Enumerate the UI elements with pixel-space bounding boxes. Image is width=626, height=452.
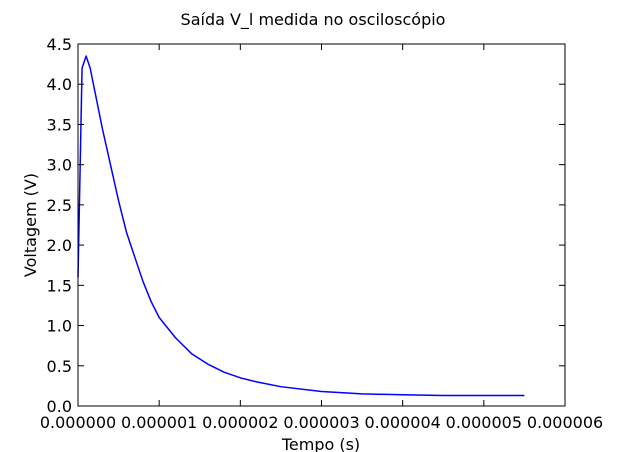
series-line-0 bbox=[77, 55, 525, 397]
y-tick-label: 0.5 bbox=[47, 357, 72, 376]
y-tick-label: 3.0 bbox=[47, 156, 72, 175]
x-tick-label: 0.000005 bbox=[446, 413, 522, 432]
x-tick-label: 0.000004 bbox=[364, 413, 440, 432]
y-axis-label: Voltagem (V) bbox=[21, 173, 40, 277]
plot-layer bbox=[77, 55, 525, 397]
y-tick-label: 3.5 bbox=[47, 115, 72, 134]
plot-area-frame bbox=[77, 43, 566, 407]
x-tick-label: 0.000000 bbox=[40, 413, 116, 432]
y-tick-label: 4.5 bbox=[47, 35, 72, 54]
chart-title: Saída V_l medida no osciloscópio bbox=[181, 10, 446, 30]
y-tick-label: 4.0 bbox=[47, 75, 72, 94]
x-tick-label: 0.000001 bbox=[121, 413, 197, 432]
x-tick-label: 0.000002 bbox=[202, 413, 278, 432]
x-tick-label: 0.000006 bbox=[527, 413, 603, 432]
y-tick-label: 0.0 bbox=[47, 397, 72, 416]
axis-ticks: 0.000000 0.000001 0.000002 0.000003 0.000004… bbox=[40, 35, 603, 432]
y-tick-label: 2.5 bbox=[47, 196, 72, 215]
x-axis-label: Tempo (s) bbox=[281, 435, 360, 452]
x-tick-label: 0.000003 bbox=[283, 413, 359, 432]
y-tick-label: 1.0 bbox=[47, 317, 72, 336]
y-tick-label: 1.5 bbox=[47, 276, 72, 295]
y-tick-label: 2.0 bbox=[47, 236, 72, 255]
